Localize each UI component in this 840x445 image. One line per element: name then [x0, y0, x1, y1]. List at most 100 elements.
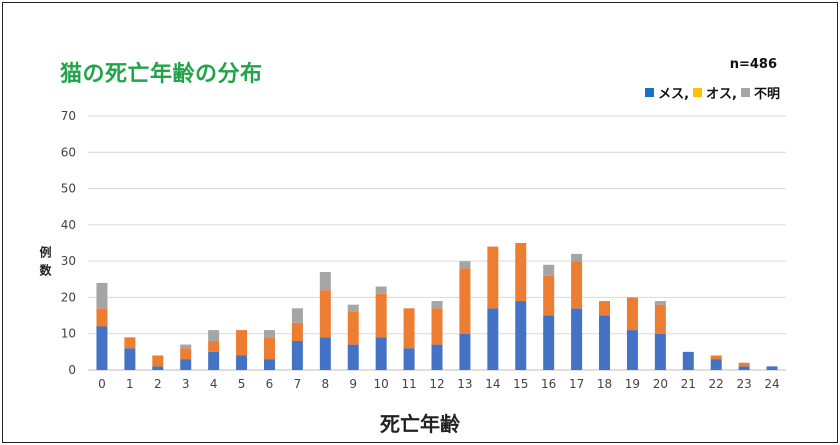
sample-size-label: n=486 [729, 57, 777, 72]
bar-segment-unknown [263, 330, 275, 338]
x-tick-label: 4 [210, 377, 218, 391]
legend-swatch-unknown [740, 88, 750, 97]
legend-item-female: メス, [645, 83, 689, 102]
x-tick-label: 13 [457, 377, 472, 391]
x-tick-label: 17 [569, 377, 584, 391]
bar-segment-female [682, 351, 694, 370]
y-tick-label: 60 [61, 145, 76, 159]
x-tick-label: 12 [429, 377, 444, 391]
bar-segment-female [347, 344, 359, 370]
legend-label-male: オス, [706, 87, 737, 102]
bar-segment-unknown [431, 301, 443, 309]
bar-segment-unknown [208, 330, 220, 341]
bar-segment-male [375, 293, 387, 338]
x-tick-label: 7 [294, 377, 302, 391]
legend: メス, オス, 不明 [645, 83, 780, 102]
bar-segment-female [403, 348, 415, 370]
bar-segment-male [626, 297, 638, 331]
legend-item-unknown: 不明 [740, 83, 780, 102]
y-tick-label: 0 [68, 363, 76, 377]
bar-segment-female [543, 315, 555, 370]
bar-segment-female [180, 359, 192, 370]
bar-segment-unknown [180, 344, 192, 349]
bar-segment-male [180, 348, 192, 360]
bar-segment-female [291, 340, 303, 370]
bar-segment-male [403, 308, 415, 349]
bar-segment-male [347, 311, 359, 345]
bar-segment-female [515, 301, 527, 370]
legend-label-female: メス, [658, 87, 690, 102]
x-tick-label: 14 [485, 377, 500, 391]
x-tick-label: 3 [182, 377, 190, 391]
bar-segment-unknown [375, 286, 387, 294]
bar-segment-male [152, 355, 164, 367]
legend-swatch-female [645, 88, 655, 97]
y-axis-label: 例数 [38, 246, 52, 282]
bar-segment-male [431, 308, 443, 345]
bar-segment-female [319, 337, 331, 370]
bar-segment-unknown [654, 301, 666, 305]
bar-segment-female [236, 355, 248, 370]
y-tick-label: 30 [61, 254, 76, 268]
y-tick-label: 50 [61, 182, 76, 196]
x-tick-label: 16 [541, 377, 556, 391]
bar-segment-male [654, 304, 666, 334]
legend-label-unknown: 不明 [753, 87, 780, 102]
x-tick-label: 24 [764, 377, 779, 391]
y-tick-label: 40 [61, 218, 76, 232]
legend-swatch-male [693, 88, 703, 97]
x-tick-label: 11 [401, 377, 416, 391]
bar-segment-female [738, 366, 750, 370]
x-tick-label: 9 [349, 377, 357, 391]
bar-segment-male [236, 330, 248, 356]
bar-segment-female [152, 366, 164, 370]
bar-segment-male [599, 301, 611, 316]
bar-segment-female [431, 344, 443, 370]
bar-segment-male [710, 355, 722, 360]
bar-segment-male [208, 340, 220, 352]
bar-segment-male [738, 362, 750, 367]
bar-segment-unknown [291, 308, 303, 323]
y-tick-label: 70 [61, 109, 76, 123]
x-tick-label: 21 [681, 377, 696, 391]
bar-segment-male [124, 337, 136, 349]
bar-segment-female [710, 359, 722, 370]
bar-segment-male [291, 322, 303, 341]
bar-segment-male [571, 261, 583, 309]
bar-segment-unknown [96, 282, 108, 309]
chart-title: 猫の死亡年齢の分布 [60, 62, 263, 87]
bar-segment-unknown [459, 261, 471, 269]
legend-item-male: オス, [693, 83, 737, 102]
x-axis-label: 死亡年齢 [380, 412, 460, 436]
x-tick-label: 18 [597, 377, 612, 391]
x-tick-label: 1 [126, 377, 134, 391]
bar-segment-female [263, 359, 275, 370]
x-tick-label: 2 [154, 377, 162, 391]
bar-segment-unknown [347, 304, 359, 312]
bar-segment-unknown [319, 272, 331, 291]
bar-segment-male [96, 308, 108, 327]
bar-segment-male [263, 337, 275, 360]
bar-segment-female [487, 308, 499, 370]
bar-segment-female [599, 315, 611, 370]
x-tick-label: 23 [736, 377, 751, 391]
bar-segment-female [766, 366, 778, 370]
bar-segment-male [515, 243, 527, 302]
bar-segment-female [208, 351, 220, 370]
bar-segment-male [459, 268, 471, 334]
x-tick-label: 10 [374, 377, 389, 391]
bar-segment-female [96, 326, 108, 370]
x-tick-label: 5 [238, 377, 246, 391]
bar-segment-female [626, 330, 638, 370]
y-tick-label: 10 [61, 327, 76, 341]
x-tick-label: 0 [98, 377, 106, 391]
bar-segment-female [375, 337, 387, 370]
x-tick-label: 20 [653, 377, 668, 391]
y-tick-label: 20 [61, 290, 76, 304]
bar-segment-female [459, 333, 471, 370]
bar-segment-male [487, 246, 499, 309]
bar-segment-male [543, 275, 555, 316]
bar-segment-female [124, 348, 136, 370]
x-tick-label: 22 [709, 377, 724, 391]
